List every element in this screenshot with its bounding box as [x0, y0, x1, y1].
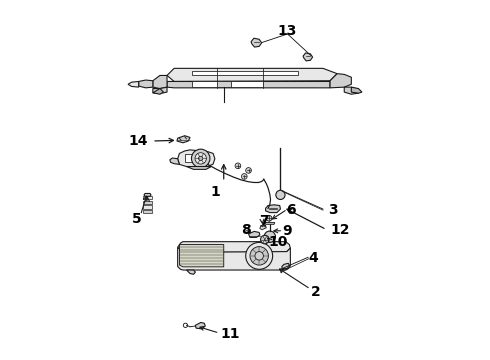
- Polygon shape: [139, 80, 153, 88]
- Polygon shape: [330, 74, 351, 88]
- Text: 1: 1: [210, 185, 220, 199]
- Circle shape: [245, 168, 251, 173]
- Polygon shape: [266, 205, 280, 213]
- Polygon shape: [143, 201, 152, 204]
- Polygon shape: [143, 196, 152, 199]
- Polygon shape: [265, 222, 275, 224]
- Circle shape: [276, 190, 285, 199]
- Circle shape: [235, 163, 241, 168]
- Polygon shape: [167, 81, 330, 88]
- Circle shape: [195, 153, 206, 164]
- Text: 8: 8: [242, 222, 251, 237]
- Polygon shape: [153, 89, 164, 94]
- Polygon shape: [251, 38, 262, 47]
- Polygon shape: [185, 154, 208, 162]
- Text: 11: 11: [220, 327, 240, 341]
- Circle shape: [198, 156, 203, 161]
- Polygon shape: [196, 323, 205, 329]
- Text: 14: 14: [128, 134, 147, 148]
- Polygon shape: [153, 87, 167, 94]
- Polygon shape: [187, 270, 196, 274]
- Circle shape: [255, 252, 264, 260]
- Polygon shape: [143, 205, 152, 209]
- Polygon shape: [303, 53, 313, 61]
- Text: 2: 2: [311, 285, 320, 299]
- Polygon shape: [282, 263, 290, 269]
- Polygon shape: [177, 136, 190, 143]
- Circle shape: [192, 149, 210, 168]
- Polygon shape: [187, 167, 211, 169]
- Polygon shape: [344, 87, 358, 94]
- Text: 5: 5: [132, 212, 142, 226]
- Polygon shape: [351, 87, 362, 93]
- Text: 7: 7: [259, 214, 269, 228]
- Polygon shape: [178, 242, 291, 252]
- Text: 4: 4: [309, 251, 318, 265]
- Polygon shape: [248, 231, 260, 238]
- Circle shape: [264, 231, 275, 242]
- Text: 6: 6: [286, 203, 295, 217]
- Polygon shape: [217, 81, 231, 87]
- Circle shape: [245, 242, 272, 269]
- Polygon shape: [192, 81, 263, 87]
- Polygon shape: [144, 193, 151, 196]
- Polygon shape: [167, 68, 337, 81]
- Circle shape: [266, 215, 272, 221]
- Circle shape: [250, 247, 269, 265]
- Circle shape: [261, 235, 269, 244]
- Polygon shape: [170, 158, 179, 165]
- Polygon shape: [260, 225, 266, 230]
- Polygon shape: [143, 210, 152, 213]
- Polygon shape: [178, 247, 291, 270]
- Text: 12: 12: [330, 222, 349, 237]
- Polygon shape: [128, 81, 139, 87]
- Polygon shape: [153, 76, 167, 89]
- Text: 9: 9: [282, 224, 292, 238]
- Polygon shape: [192, 71, 298, 76]
- Text: 3: 3: [328, 203, 338, 217]
- Circle shape: [242, 174, 247, 179]
- Polygon shape: [178, 150, 215, 167]
- Text: 13: 13: [278, 24, 297, 38]
- Text: 10: 10: [268, 235, 288, 249]
- Polygon shape: [179, 244, 224, 267]
